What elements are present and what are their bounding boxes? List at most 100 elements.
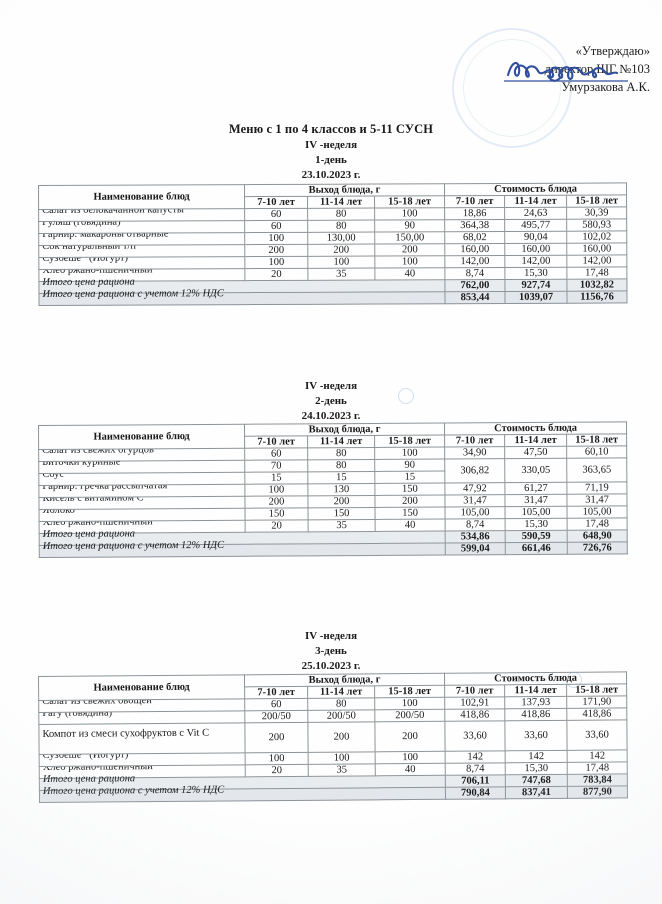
dish-name: Хлеб ржано-пшеничный <box>42 764 153 773</box>
vat-value: 853,44 <box>445 291 506 304</box>
dish-name: Гуляш (говядина) <box>42 220 121 228</box>
cost-value: 171,90 <box>566 695 627 709</box>
subtotal-label: Итого цена рациона <box>42 528 136 540</box>
subtotal-value: 1032,82 <box>566 278 628 292</box>
yield-value: 150,00 <box>374 231 445 245</box>
dish-name: Хлеб ржано-пшеничный <box>42 520 153 528</box>
menu-table-day-1: Наименование блюд Выход блюда, г Стоимос… <box>38 182 628 306</box>
yield-value: 200/50 <box>307 709 375 723</box>
cost-value: 31,47 <box>566 493 628 507</box>
yield-value: 100 <box>244 256 308 269</box>
col-yield-group: Выход блюда, г <box>244 183 445 197</box>
vat-value: 726,76 <box>567 541 628 555</box>
cost-value: 71,19 <box>566 481 627 495</box>
date-label-3: 25.10.2023 г. <box>301 660 361 672</box>
dish-name: Салат из свежих огурцов <box>42 448 155 456</box>
subtotal-label: Итого цена рациона <box>42 276 135 288</box>
subtotal-value: 747,68 <box>505 774 568 787</box>
col-dish: Наименование блюд <box>38 424 245 450</box>
yield-value: 60 <box>244 698 308 711</box>
col-yield-age-0: 7-10 лет <box>244 196 308 209</box>
subtotal-value: 927,74 <box>504 279 567 292</box>
cost-value: 105,00 <box>567 505 628 519</box>
cost-value-merged: 363,65 <box>566 457 627 483</box>
yield-value: 80 <box>307 220 375 233</box>
table-row-total-vat: Итого цена рациона с учетом 12% НДС 599,… <box>39 539 628 558</box>
vat-value: 877,90 <box>567 785 628 799</box>
cost-value: 418,86 <box>444 708 505 722</box>
vat-value: 837,41 <box>505 786 568 799</box>
yield-value: 60 <box>244 208 308 221</box>
yield-value: 60 <box>244 220 308 233</box>
subtotal-value: 783,84 <box>567 773 628 787</box>
cost-value: 31,47 <box>504 494 568 507</box>
col-yield-age-1: 11-14 лет <box>307 685 375 699</box>
cost-value: 418,86 <box>504 708 567 721</box>
yield-value: 100 <box>308 751 376 765</box>
cost-value-merged: 306,82 <box>444 458 505 484</box>
yield-value: 15 <box>244 471 308 485</box>
menu-table-day-3: Наименование блюд Выход блюда, г Стоимос… <box>38 671 628 803</box>
table-row-total-vat: Итого цена рациона с учетом 12% НДС 790,… <box>39 785 628 803</box>
yield-value: 200 <box>374 495 446 508</box>
yield-value: 40 <box>374 267 445 281</box>
dish-name: Яблоко <box>42 508 75 516</box>
dish-name: Гарнир: макароны отварные <box>42 232 169 240</box>
yield-value: 200 <box>244 722 309 753</box>
col-dish: Наименование блюд <box>38 674 245 701</box>
subtotal-value: 706,11 <box>445 774 506 788</box>
yield-value: 40 <box>375 519 446 532</box>
cost-value: 102,02 <box>566 230 627 244</box>
cost-value: 8,74 <box>445 518 506 532</box>
dish-name: Сузбеше *(Йогурт) <box>42 256 129 264</box>
cost-value-merged: 330,05 <box>504 458 567 483</box>
yield-value: 100 <box>374 207 445 221</box>
dish-name: Кисель с витамином С <box>42 496 144 504</box>
cost-value: 8,74 <box>444 267 505 280</box>
cost-value: 17,48 <box>567 761 628 775</box>
yield-value: 15 <box>307 471 375 484</box>
dish-name: Салат из белокачанной капусты <box>42 208 184 216</box>
yield-value: 15 <box>374 471 445 484</box>
dish-name: Соус <box>42 472 65 480</box>
yield-value: 200 <box>374 721 446 752</box>
subtotal-value: 648,90 <box>567 529 628 543</box>
col-cost-age-2: 15-18 лет <box>566 433 627 447</box>
yield-value: 80 <box>307 208 375 221</box>
dish-name: Салат из свежих овощей <box>42 698 152 707</box>
day-label-3: 3-день <box>315 645 347 657</box>
cost-value: 8,74 <box>445 762 506 776</box>
cost-value: 61,27 <box>504 482 567 495</box>
yield-value: 150 <box>308 507 376 520</box>
cost-value: 18,86 <box>444 207 505 220</box>
yield-value: 70 <box>244 459 308 473</box>
cost-value: 34,90 <box>444 446 505 460</box>
yield-value: 200 <box>307 244 375 257</box>
col-yield-age-1: 11-14 лет <box>307 196 375 209</box>
yield-value: 200 <box>244 495 309 509</box>
week-label-1: IV -неделя <box>304 139 358 151</box>
yield-value: 100 <box>374 697 445 710</box>
yield-value: 35 <box>307 268 375 281</box>
vat-label: Итого цена рациона с учетом 12% НДС <box>42 539 225 552</box>
vat-value: 1039,07 <box>505 291 568 304</box>
dish-name: Рагу (говядина) <box>42 710 113 719</box>
cost-value: 30,39 <box>566 206 627 220</box>
cost-value: 142 <box>567 749 628 763</box>
cost-value: 47,92 <box>444 482 505 496</box>
yield-value: 100 <box>245 752 309 765</box>
col-cost-age-0: 7-10 лет <box>444 684 505 698</box>
cost-value: 90,04 <box>504 231 567 244</box>
day-label-2: 2-день <box>315 395 347 407</box>
col-cost-age-1: 11-14 лет <box>504 195 567 208</box>
col-yield-age-0: 7-10 лет <box>244 435 308 449</box>
col-yield-age-2: 15-18 лет <box>374 435 445 448</box>
cost-value: 15,30 <box>505 762 568 775</box>
cost-value: 142,00 <box>566 254 627 268</box>
col-dish: Наименование блюд <box>38 184 245 210</box>
col-cost-group: Стоимость блюда <box>444 421 627 436</box>
subtotal-label: Итого цена рациона <box>42 773 136 785</box>
subtotal-value: 534,86 <box>445 530 506 544</box>
dish-name: Компот из смеси сухофруктов с Vit С <box>42 727 210 740</box>
